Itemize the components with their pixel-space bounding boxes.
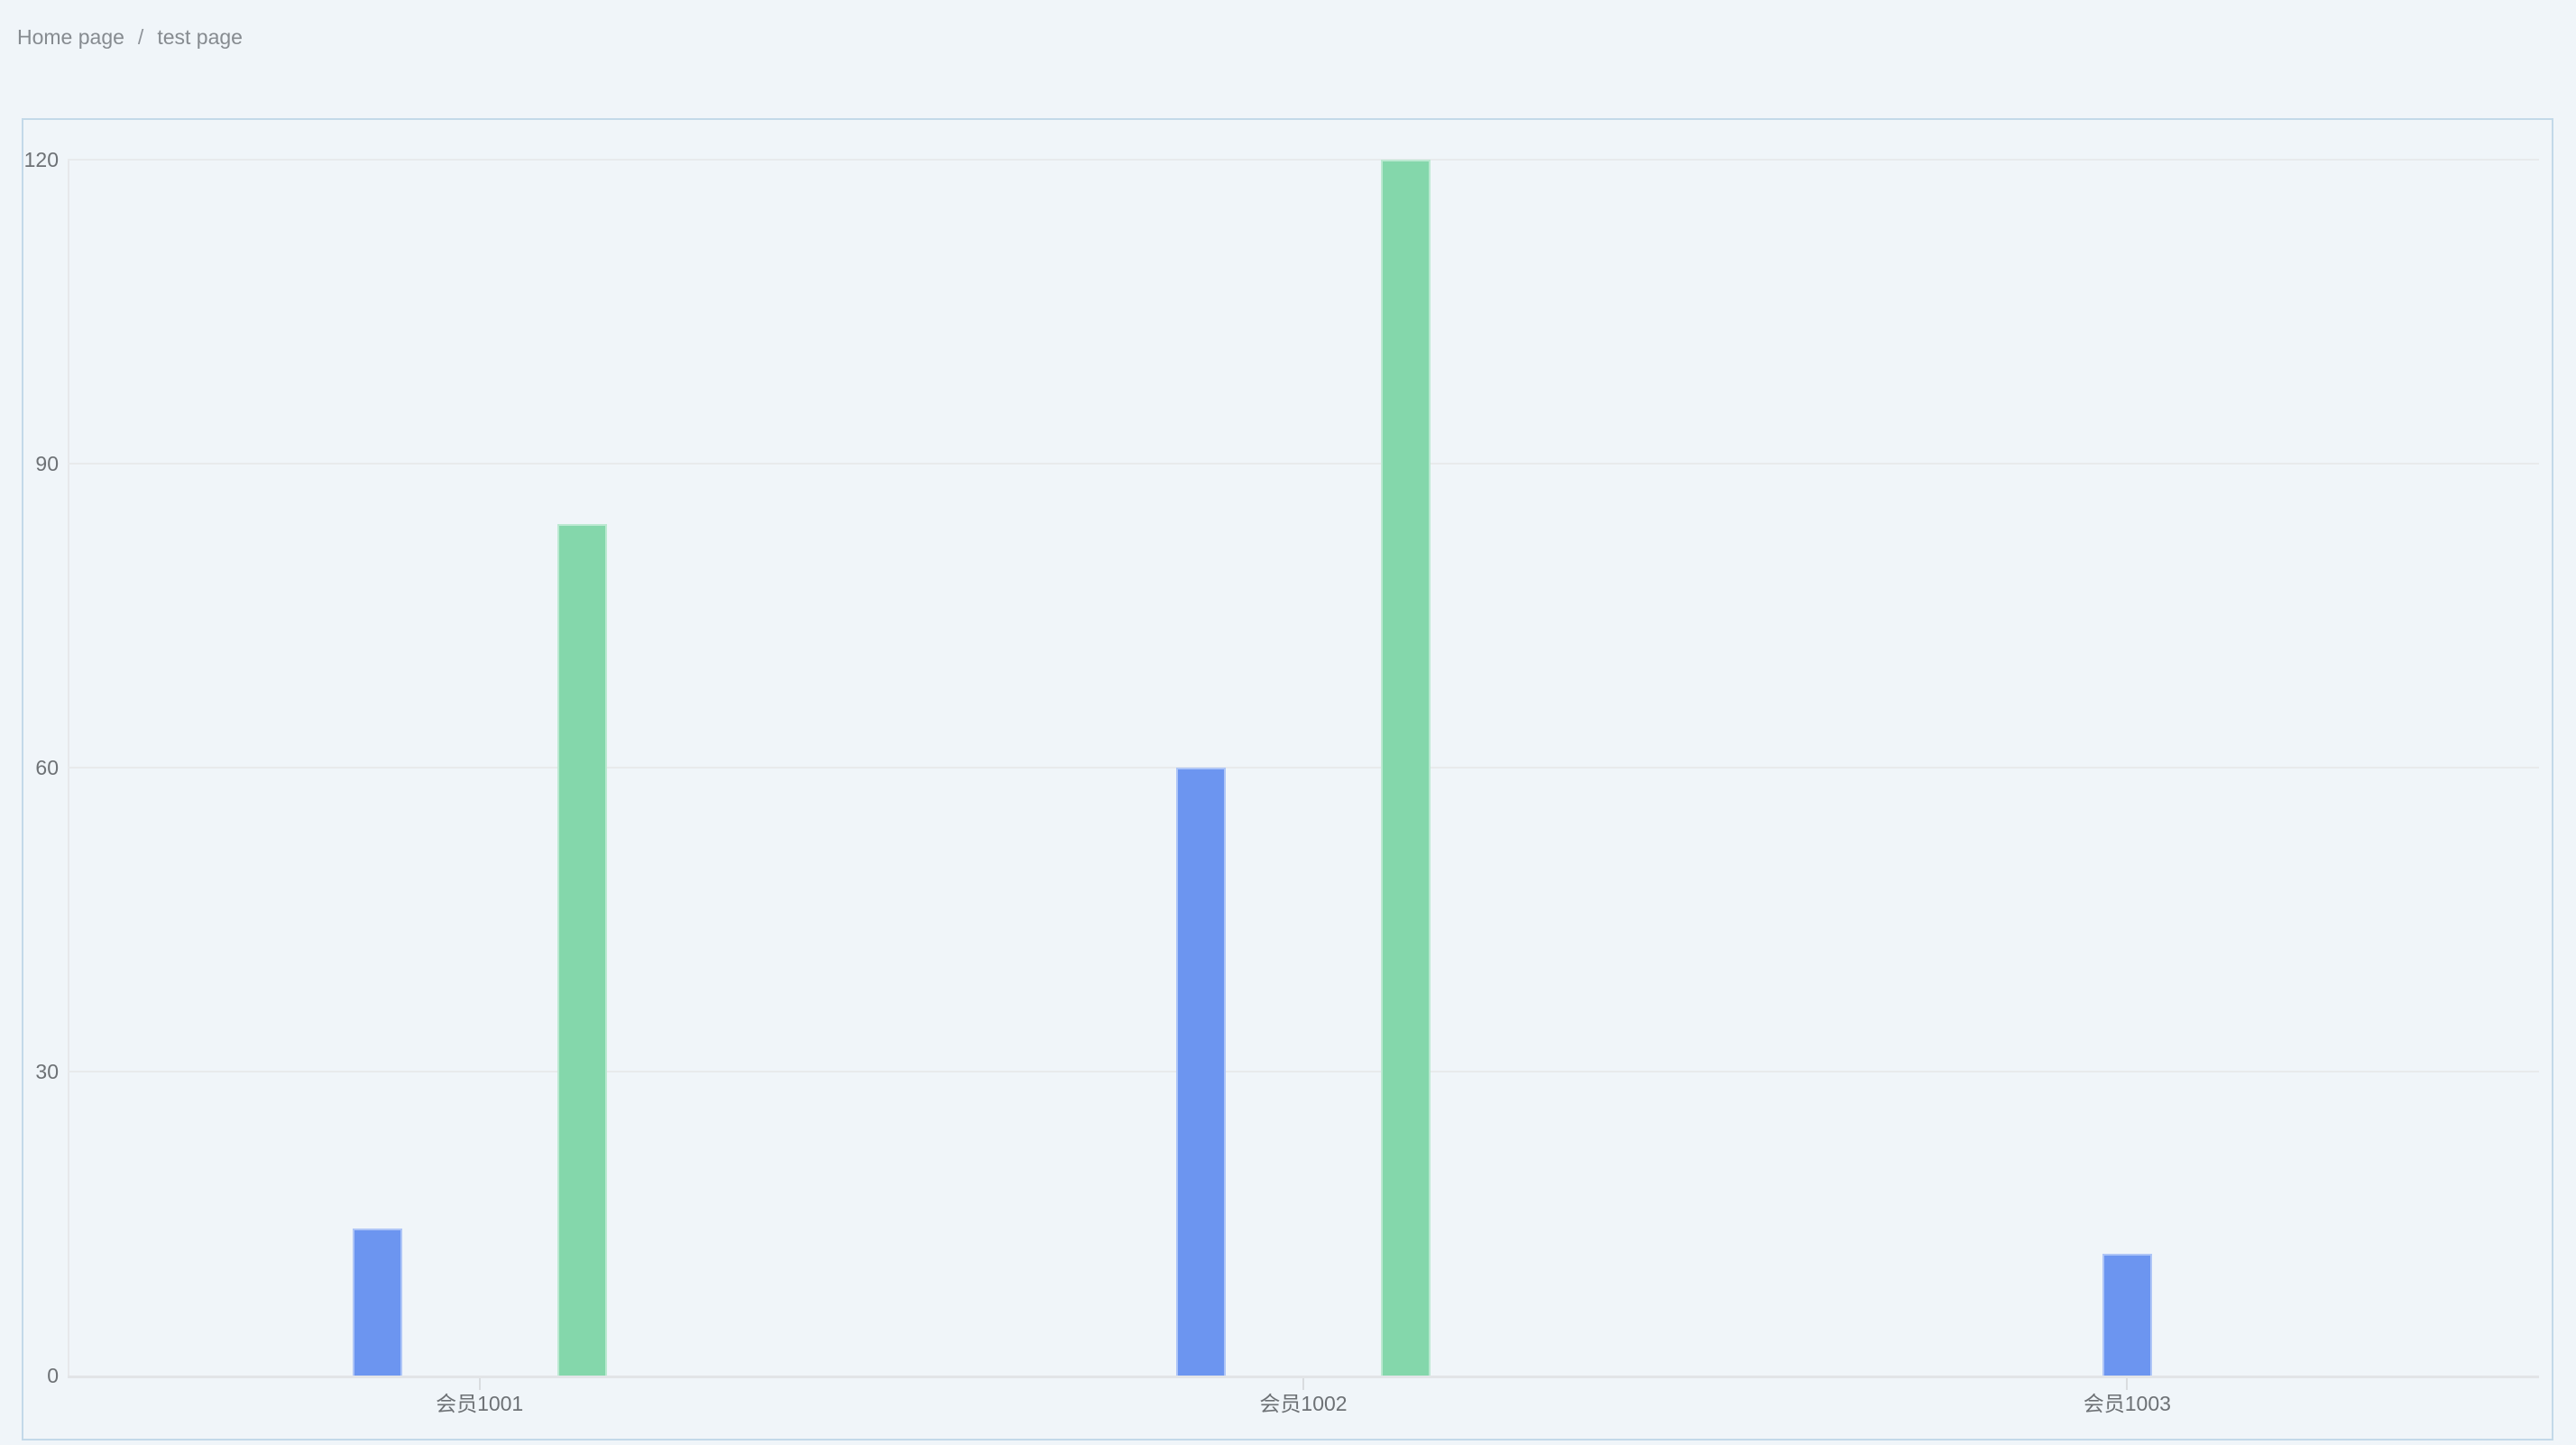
breadcrumb-item-home[interactable]: Home page [17, 25, 124, 49]
x-axis-category-label: 会员1001 [436, 1392, 524, 1415]
y-axis-tick-label: 60 [35, 756, 59, 779]
x-axis-line [68, 1376, 2539, 1378]
breadcrumb: Home page / test page [17, 22, 243, 52]
bar-green-会员1001[interactable] [557, 524, 607, 1376]
gridline [68, 159, 2539, 161]
bar-green-会员1002[interactable] [1381, 160, 1431, 1376]
y-axis-tick-label: 30 [35, 1060, 59, 1083]
gridline [68, 767, 2539, 769]
x-axis-tick [478, 1378, 481, 1390]
y-axis-tick-label: 120 [23, 148, 59, 171]
y-axis-tick-label: 0 [47, 1364, 59, 1387]
x-axis-tick [1302, 1378, 1304, 1390]
breadcrumb-item-current: test page [157, 25, 243, 49]
x-axis-category-label: 会员1003 [2083, 1392, 2171, 1415]
breadcrumb-separator: / [137, 25, 144, 49]
bar-blue-会员1001[interactable] [352, 1229, 402, 1376]
x-axis-tick [2126, 1378, 2129, 1390]
x-axis-category-label: 会员1002 [1259, 1392, 1348, 1415]
chart-card: 0 30 60 90 120 会员1001 会员1002 会员1003 [22, 118, 2553, 1440]
bar-blue-会员1003[interactable] [2102, 1254, 2152, 1376]
bar-blue-会员1002[interactable] [1176, 768, 1226, 1376]
gridline [68, 463, 2539, 465]
y-axis-tick-label: 90 [35, 452, 59, 475]
gridline [68, 1071, 2539, 1072]
bar-chart-plot: 0 30 60 90 120 会员1001 会员1002 会员1003 [24, 148, 2539, 1415]
